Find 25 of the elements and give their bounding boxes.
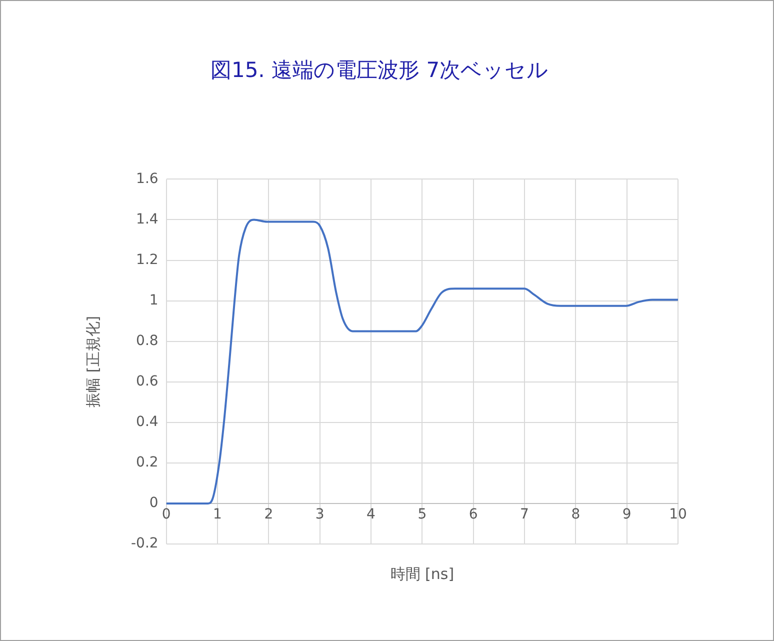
- y-tick-label: 0.2: [136, 454, 158, 471]
- y-tick-label: 1: [149, 292, 158, 308]
- y-tick-label: 1.4: [136, 211, 158, 228]
- line-series: [166, 218, 678, 504]
- x-tick-label: 10: [669, 506, 687, 523]
- x-tick-label: 8: [571, 506, 580, 523]
- x-tick-label: 2: [264, 506, 274, 523]
- y-tick-label: -0.2: [130, 536, 158, 552]
- chart-title: 図15. 遠端の電圧波形 7次ベッセル: [210, 58, 549, 82]
- x-tick-label: 3: [315, 506, 324, 523]
- y-axis-title: 振幅 [正規化]: [84, 316, 102, 408]
- y-tick-label: 1.2: [136, 252, 158, 268]
- y-tick-label: 0.8: [136, 332, 158, 349]
- x-tick-label: 1: [213, 506, 222, 523]
- x-axis-title: 時間 [ns]: [390, 565, 454, 584]
- y-tick-label: 0.6: [136, 374, 158, 390]
- y-tick-label: 1.6: [136, 170, 158, 187]
- x-tick-label: 6: [468, 506, 478, 523]
- x-tick-label: 5: [418, 506, 427, 523]
- y-tick-label: 0: [149, 495, 158, 512]
- x-tick-label: 4: [366, 506, 376, 523]
- x-tick-label: 0: [162, 506, 171, 523]
- y-tick-label: 0.4: [136, 414, 158, 430]
- x-tick-label: 7: [520, 506, 529, 523]
- x-tick-label: 9: [622, 506, 632, 523]
